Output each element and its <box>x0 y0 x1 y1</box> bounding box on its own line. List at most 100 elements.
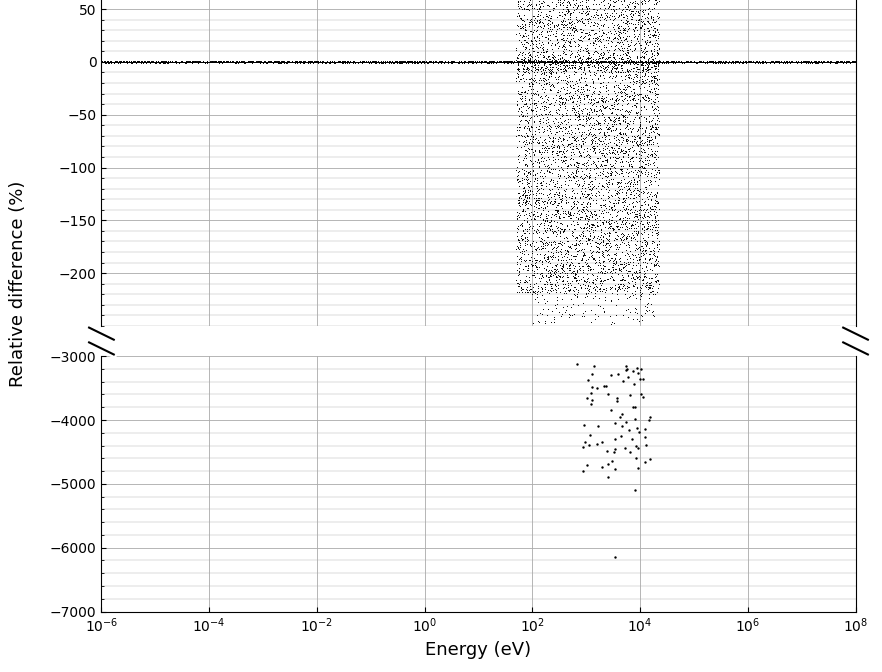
Point <box>751 56 766 67</box>
Point <box>220 57 234 68</box>
Point <box>555 189 569 200</box>
Point <box>804 56 818 67</box>
Point <box>513 122 527 132</box>
Point <box>630 136 644 146</box>
Point <box>452 56 467 67</box>
Point <box>334 56 348 67</box>
Point <box>178 57 192 68</box>
Point <box>496 56 510 67</box>
Point <box>276 56 290 67</box>
Point <box>488 56 502 67</box>
Point <box>317 56 331 67</box>
Point <box>345 56 359 67</box>
Point <box>104 56 118 67</box>
Point <box>380 56 394 67</box>
Point <box>826 56 840 67</box>
Point <box>797 56 811 67</box>
Point <box>295 56 309 67</box>
Point <box>146 56 161 67</box>
Point <box>564 310 579 321</box>
Point <box>758 56 772 67</box>
Point <box>613 279 627 290</box>
Point <box>552 56 566 67</box>
Point <box>604 266 618 277</box>
Point <box>649 103 663 114</box>
Point <box>516 21 530 32</box>
Point <box>198 56 213 67</box>
Point <box>355 56 370 67</box>
Point <box>773 56 787 67</box>
Point <box>509 73 523 84</box>
Point <box>623 18 637 29</box>
Point <box>554 28 568 39</box>
Point <box>586 56 600 67</box>
Point <box>462 56 476 67</box>
Point <box>629 292 643 303</box>
Point <box>267 57 281 68</box>
Point <box>719 56 733 67</box>
Point <box>610 50 624 61</box>
Point <box>362 56 376 67</box>
Point <box>437 56 451 67</box>
Point <box>573 130 587 141</box>
Point <box>596 219 610 230</box>
Point <box>573 57 587 68</box>
Point <box>549 56 564 67</box>
Point <box>620 42 634 53</box>
Point <box>801 56 815 67</box>
Point <box>510 264 524 275</box>
Point <box>582 33 596 44</box>
Point <box>540 232 554 243</box>
Point <box>799 56 813 67</box>
Point <box>402 56 416 67</box>
Point <box>133 56 147 67</box>
Point <box>564 267 579 278</box>
Point <box>597 255 611 266</box>
Point <box>591 134 605 144</box>
Point <box>552 41 566 52</box>
Point <box>565 191 579 202</box>
Point <box>563 40 577 51</box>
Point <box>325 56 339 67</box>
Point <box>553 63 567 74</box>
Point <box>671 56 685 67</box>
Point <box>429 56 443 67</box>
Point <box>549 59 563 70</box>
Point <box>315 57 329 68</box>
Point <box>540 296 554 306</box>
Point <box>565 138 579 149</box>
Point <box>185 57 199 68</box>
Point <box>280 57 295 68</box>
Point <box>733 56 747 67</box>
Point <box>632 265 646 276</box>
Point <box>567 62 581 73</box>
Point <box>355 57 370 68</box>
Point <box>559 66 573 77</box>
Point <box>632 57 646 68</box>
Point <box>146 56 160 67</box>
Point <box>595 263 609 274</box>
Point <box>236 56 250 67</box>
Point <box>750 56 764 67</box>
Point <box>623 205 637 216</box>
Point <box>623 142 637 153</box>
Point <box>459 56 473 67</box>
Point <box>625 73 639 84</box>
Point <box>472 56 486 67</box>
Point <box>514 234 528 245</box>
Point <box>663 56 677 67</box>
Point <box>601 245 615 256</box>
Point <box>567 40 581 51</box>
Point <box>525 81 539 91</box>
Point <box>523 81 537 91</box>
Point <box>706 56 720 67</box>
Point <box>411 57 425 68</box>
Point <box>581 288 595 298</box>
Point <box>170 57 184 68</box>
Point <box>606 223 620 234</box>
Point <box>400 56 414 67</box>
Point <box>595 180 609 191</box>
Point <box>555 11 569 22</box>
Point <box>751 56 766 67</box>
Point <box>697 56 711 67</box>
